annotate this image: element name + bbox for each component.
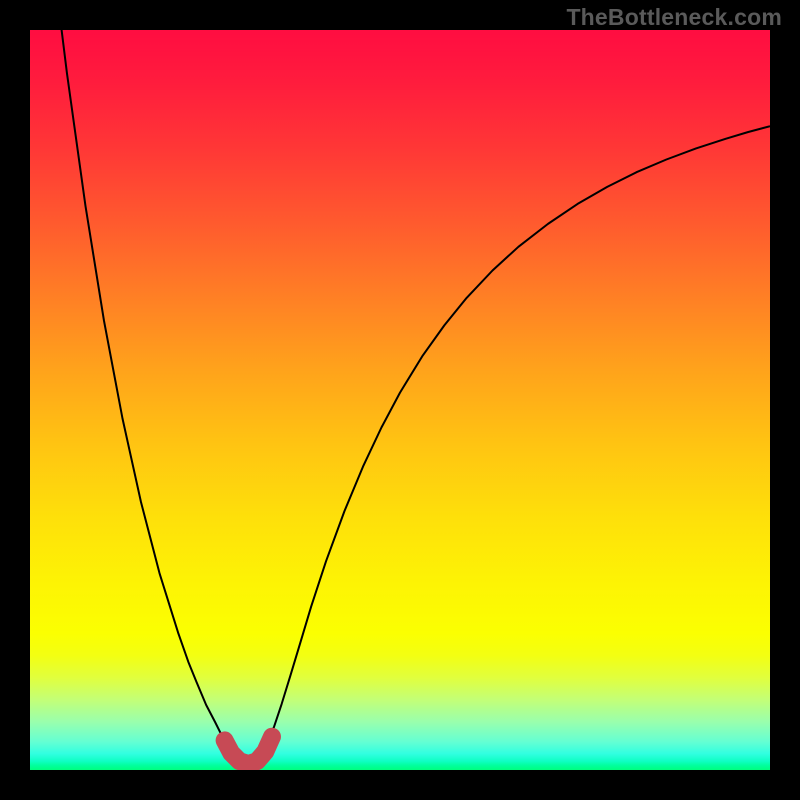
watermark-text: TheBottleneck.com	[566, 4, 782, 31]
plot-area	[30, 30, 770, 770]
chart-frame: TheBottleneck.com	[0, 0, 800, 800]
chart-svg	[30, 30, 770, 770]
gradient-background	[30, 30, 770, 770]
